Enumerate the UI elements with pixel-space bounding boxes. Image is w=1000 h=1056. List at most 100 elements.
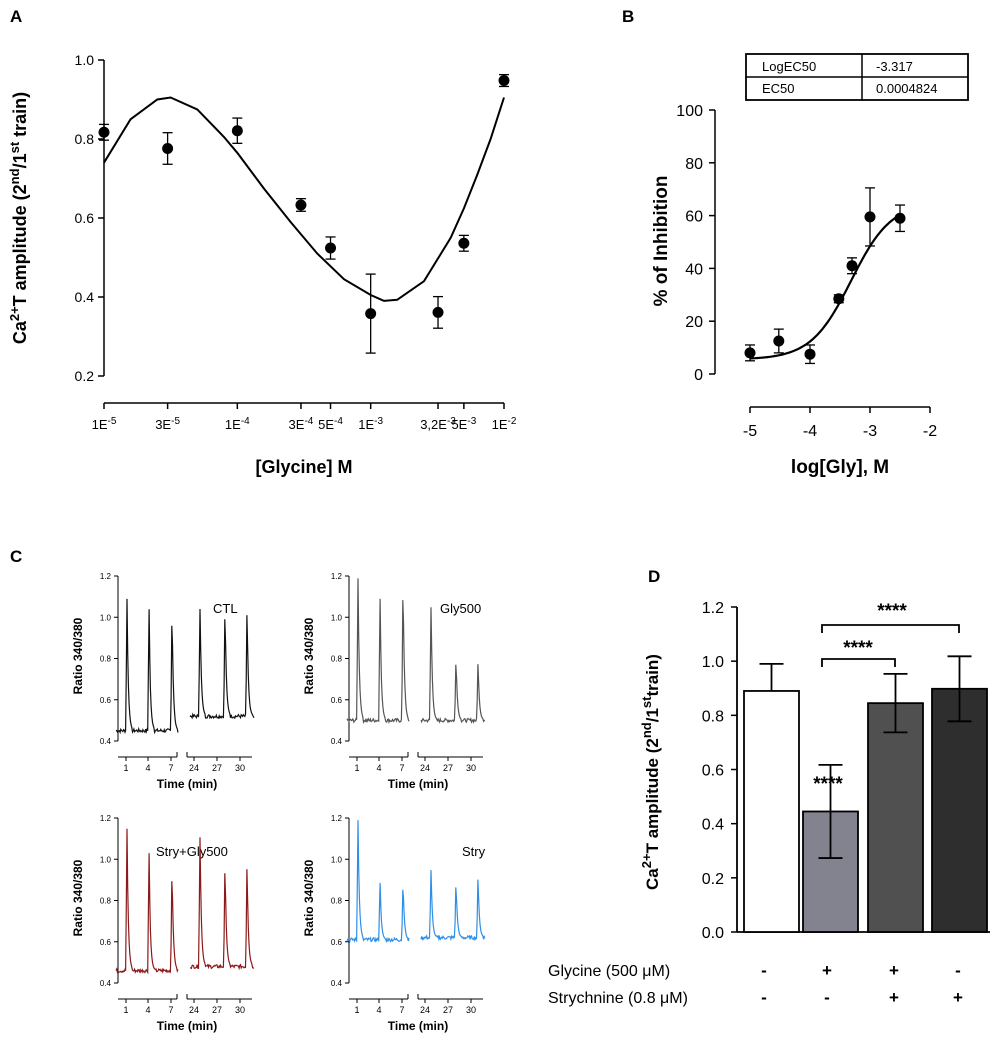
panel-c-trace-label: Gly500 xyxy=(440,601,481,616)
panel-c-y-label: Ratio 340/380 xyxy=(71,617,85,694)
panel-a-y-tick-label: 1.0 xyxy=(75,52,95,68)
panel-c-y-tick-label: 0.6 xyxy=(100,696,112,705)
table-key: LogEC50 xyxy=(762,59,816,74)
panel-a-data-point xyxy=(325,242,337,254)
panel-b-data-point xyxy=(833,293,845,305)
panel-c-y-label: Ratio 340/380 xyxy=(302,859,316,936)
table-key: EC50 xyxy=(762,81,795,96)
panel-a-data-point xyxy=(458,237,470,249)
panel-c-trace-line xyxy=(115,598,179,735)
panel-d-y-tick-label: 0.0 xyxy=(702,925,724,942)
panel-b-plot: 0 20 40 60 80 100 -5 -4 -3 -2 log[Gly], M % of Inhi… xyxy=(651,103,937,478)
panel-d-y-tick-label: 0.8 xyxy=(702,708,724,725)
panel-b-data-point xyxy=(846,260,858,272)
panel-c-y-tick-label: 0.8 xyxy=(100,897,112,906)
panel-a-data-point xyxy=(295,199,307,211)
panel-c-x-tick-label: 4 xyxy=(376,1005,381,1015)
table-value: -3.317 xyxy=(876,59,913,74)
panel-c-trace-2: 0.4 0.6 0.8 1.0 1.2 Ratio 340/380 1 4 7 24 27 30 Tim… xyxy=(302,572,486,791)
panel-c-x-tick-label: 27 xyxy=(212,763,222,773)
panel-d-y-label: Ca2+T amplitude (2nd/1sttrain) xyxy=(639,654,663,890)
panel-c-y-tick-label: 1.0 xyxy=(100,613,112,622)
panel-b-data-point xyxy=(744,347,756,359)
panel-c-trace-4: 0.4 0.6 0.8 1.0 1.2 Ratio 340/380 1 4 7 24 27 30 Tim… xyxy=(302,814,486,1033)
panel-c-trace-line xyxy=(420,607,486,724)
panel-c-x-tick-label: 30 xyxy=(235,763,245,773)
panel-letter-a: A xyxy=(10,7,22,26)
panel-a-x-tick-label: 3E-5 xyxy=(155,416,180,433)
panel-c-y-tick-label: 0.8 xyxy=(100,655,112,664)
panel-b-x-label: log[Gly], M xyxy=(791,457,889,478)
panel-c-y-tick-label: 1.2 xyxy=(331,572,343,581)
panel-a-y-label: Ca2+T amplitude (2nd/1st train) xyxy=(7,92,31,344)
panel-c-y-tick-label: 0.6 xyxy=(100,938,112,947)
panel-b-data-point xyxy=(804,348,816,360)
panel-c-x-tick-label: 1 xyxy=(354,763,359,773)
panel-a-x-tick-label: 3E-4 xyxy=(289,416,314,433)
panel-d-significance: **** xyxy=(843,638,873,659)
panel-d-y-tick-label: 0.2 xyxy=(702,871,724,888)
panel-c-trace-line xyxy=(420,870,486,942)
panel-c-trace-line xyxy=(189,608,255,720)
panel-c-x-tick-label: 27 xyxy=(443,763,453,773)
panel-d-condition-mark: + xyxy=(889,961,899,980)
panel-d-condition-mark: - xyxy=(955,961,961,980)
panel-b-data-point xyxy=(773,335,785,347)
panel-c-trace-line xyxy=(346,578,410,725)
panel-c-y-label: Ratio 340/380 xyxy=(71,859,85,936)
panel-b-data-point xyxy=(864,211,876,223)
panel-c-y-label: Ratio 340/380 xyxy=(302,617,316,694)
panel-a-data-point xyxy=(231,125,243,137)
panel-b-x-tick-label: -4 xyxy=(803,423,817,440)
panel-b-y-tick-label: 80 xyxy=(685,156,703,173)
panel-c-y-tick-label: 0.4 xyxy=(331,737,343,746)
panel-c-x-tick-label: 7 xyxy=(399,763,404,773)
panel-a-x-tick-label: 3,2E-3 xyxy=(420,416,456,433)
panel-c-x-tick-label: 1 xyxy=(354,1005,359,1015)
panel-c-y-tick-label: 0.4 xyxy=(100,737,112,746)
panel-d-condition-mark: - xyxy=(761,961,767,980)
panel-b-ec50-table: LogEC50 -3.317 EC50 0.0004824 xyxy=(745,53,969,101)
panel-c-x-tick-label: 7 xyxy=(168,1005,173,1015)
panel-c-trace-1: 0.4 0.6 0.8 1.0 1.2 Ratio 340/380 1 4 7 24 27 30 Tim… xyxy=(71,572,255,791)
panel-d-bar xyxy=(867,702,924,933)
panel-c-x-tick-label: 7 xyxy=(399,1005,404,1015)
panel-a-x-tick-label: 1E-4 xyxy=(225,416,250,433)
panel-c-y-tick-label: 0.4 xyxy=(100,979,112,988)
panel-c-y-tick-label: 0.6 xyxy=(331,696,343,705)
panel-a-fit-curve xyxy=(103,96,505,302)
panel-c-x-tick-label: 27 xyxy=(212,1005,222,1015)
panel-c-y-tick-label: 0.4 xyxy=(331,979,343,988)
panel-d-y-tick-label: 1.0 xyxy=(702,654,724,671)
panel-b-y-tick-label: 60 xyxy=(685,209,703,226)
panel-c-y-tick-label: 0.8 xyxy=(331,897,343,906)
panel-a-y-tick-label: 0.6 xyxy=(75,210,95,226)
panel-c-x-label: Time (min) xyxy=(388,777,448,791)
panel-c-trace-line xyxy=(346,820,410,944)
panel-a-x-tick-label: 1E-2 xyxy=(492,416,517,433)
panel-c-x-tick-label: 30 xyxy=(235,1005,245,1015)
panel-c-x-tick-label: 4 xyxy=(145,763,150,773)
panel-b-data-point xyxy=(894,212,906,224)
panel-letter-c: C xyxy=(10,547,22,566)
panel-c-x-tick-label: 24 xyxy=(189,763,199,773)
panel-a-data-point xyxy=(498,75,510,87)
panel-d-condition-label: Glycine (500 μM) xyxy=(548,963,670,980)
panel-a-data-point xyxy=(162,142,174,154)
panel-c-y-tick-label: 1.2 xyxy=(100,572,112,581)
panel-b-fit-curve xyxy=(749,213,901,360)
panel-c-x-tick-label: 1 xyxy=(123,1005,128,1015)
panel-a-x-label: [Glycine] M xyxy=(255,457,352,477)
panel-letter-d: D xyxy=(648,567,660,586)
panel-c-x-label: Time (min) xyxy=(157,777,217,791)
panel-d-bar xyxy=(743,690,800,933)
panel-b-x-tick-label: -3 xyxy=(863,423,877,440)
panel-a-y-tick-label: 0.2 xyxy=(75,368,95,384)
panel-a-x-tick-label: 5E-4 xyxy=(318,416,343,433)
panel-b-y-label: % of Inhibition xyxy=(651,176,672,307)
panel-d-significance: **** xyxy=(877,601,907,622)
panel-c-y-tick-label: 1.2 xyxy=(100,814,112,823)
panel-c-x-tick-label: 24 xyxy=(189,1005,199,1015)
panel-c-x-tick-label: 1 xyxy=(123,763,128,773)
